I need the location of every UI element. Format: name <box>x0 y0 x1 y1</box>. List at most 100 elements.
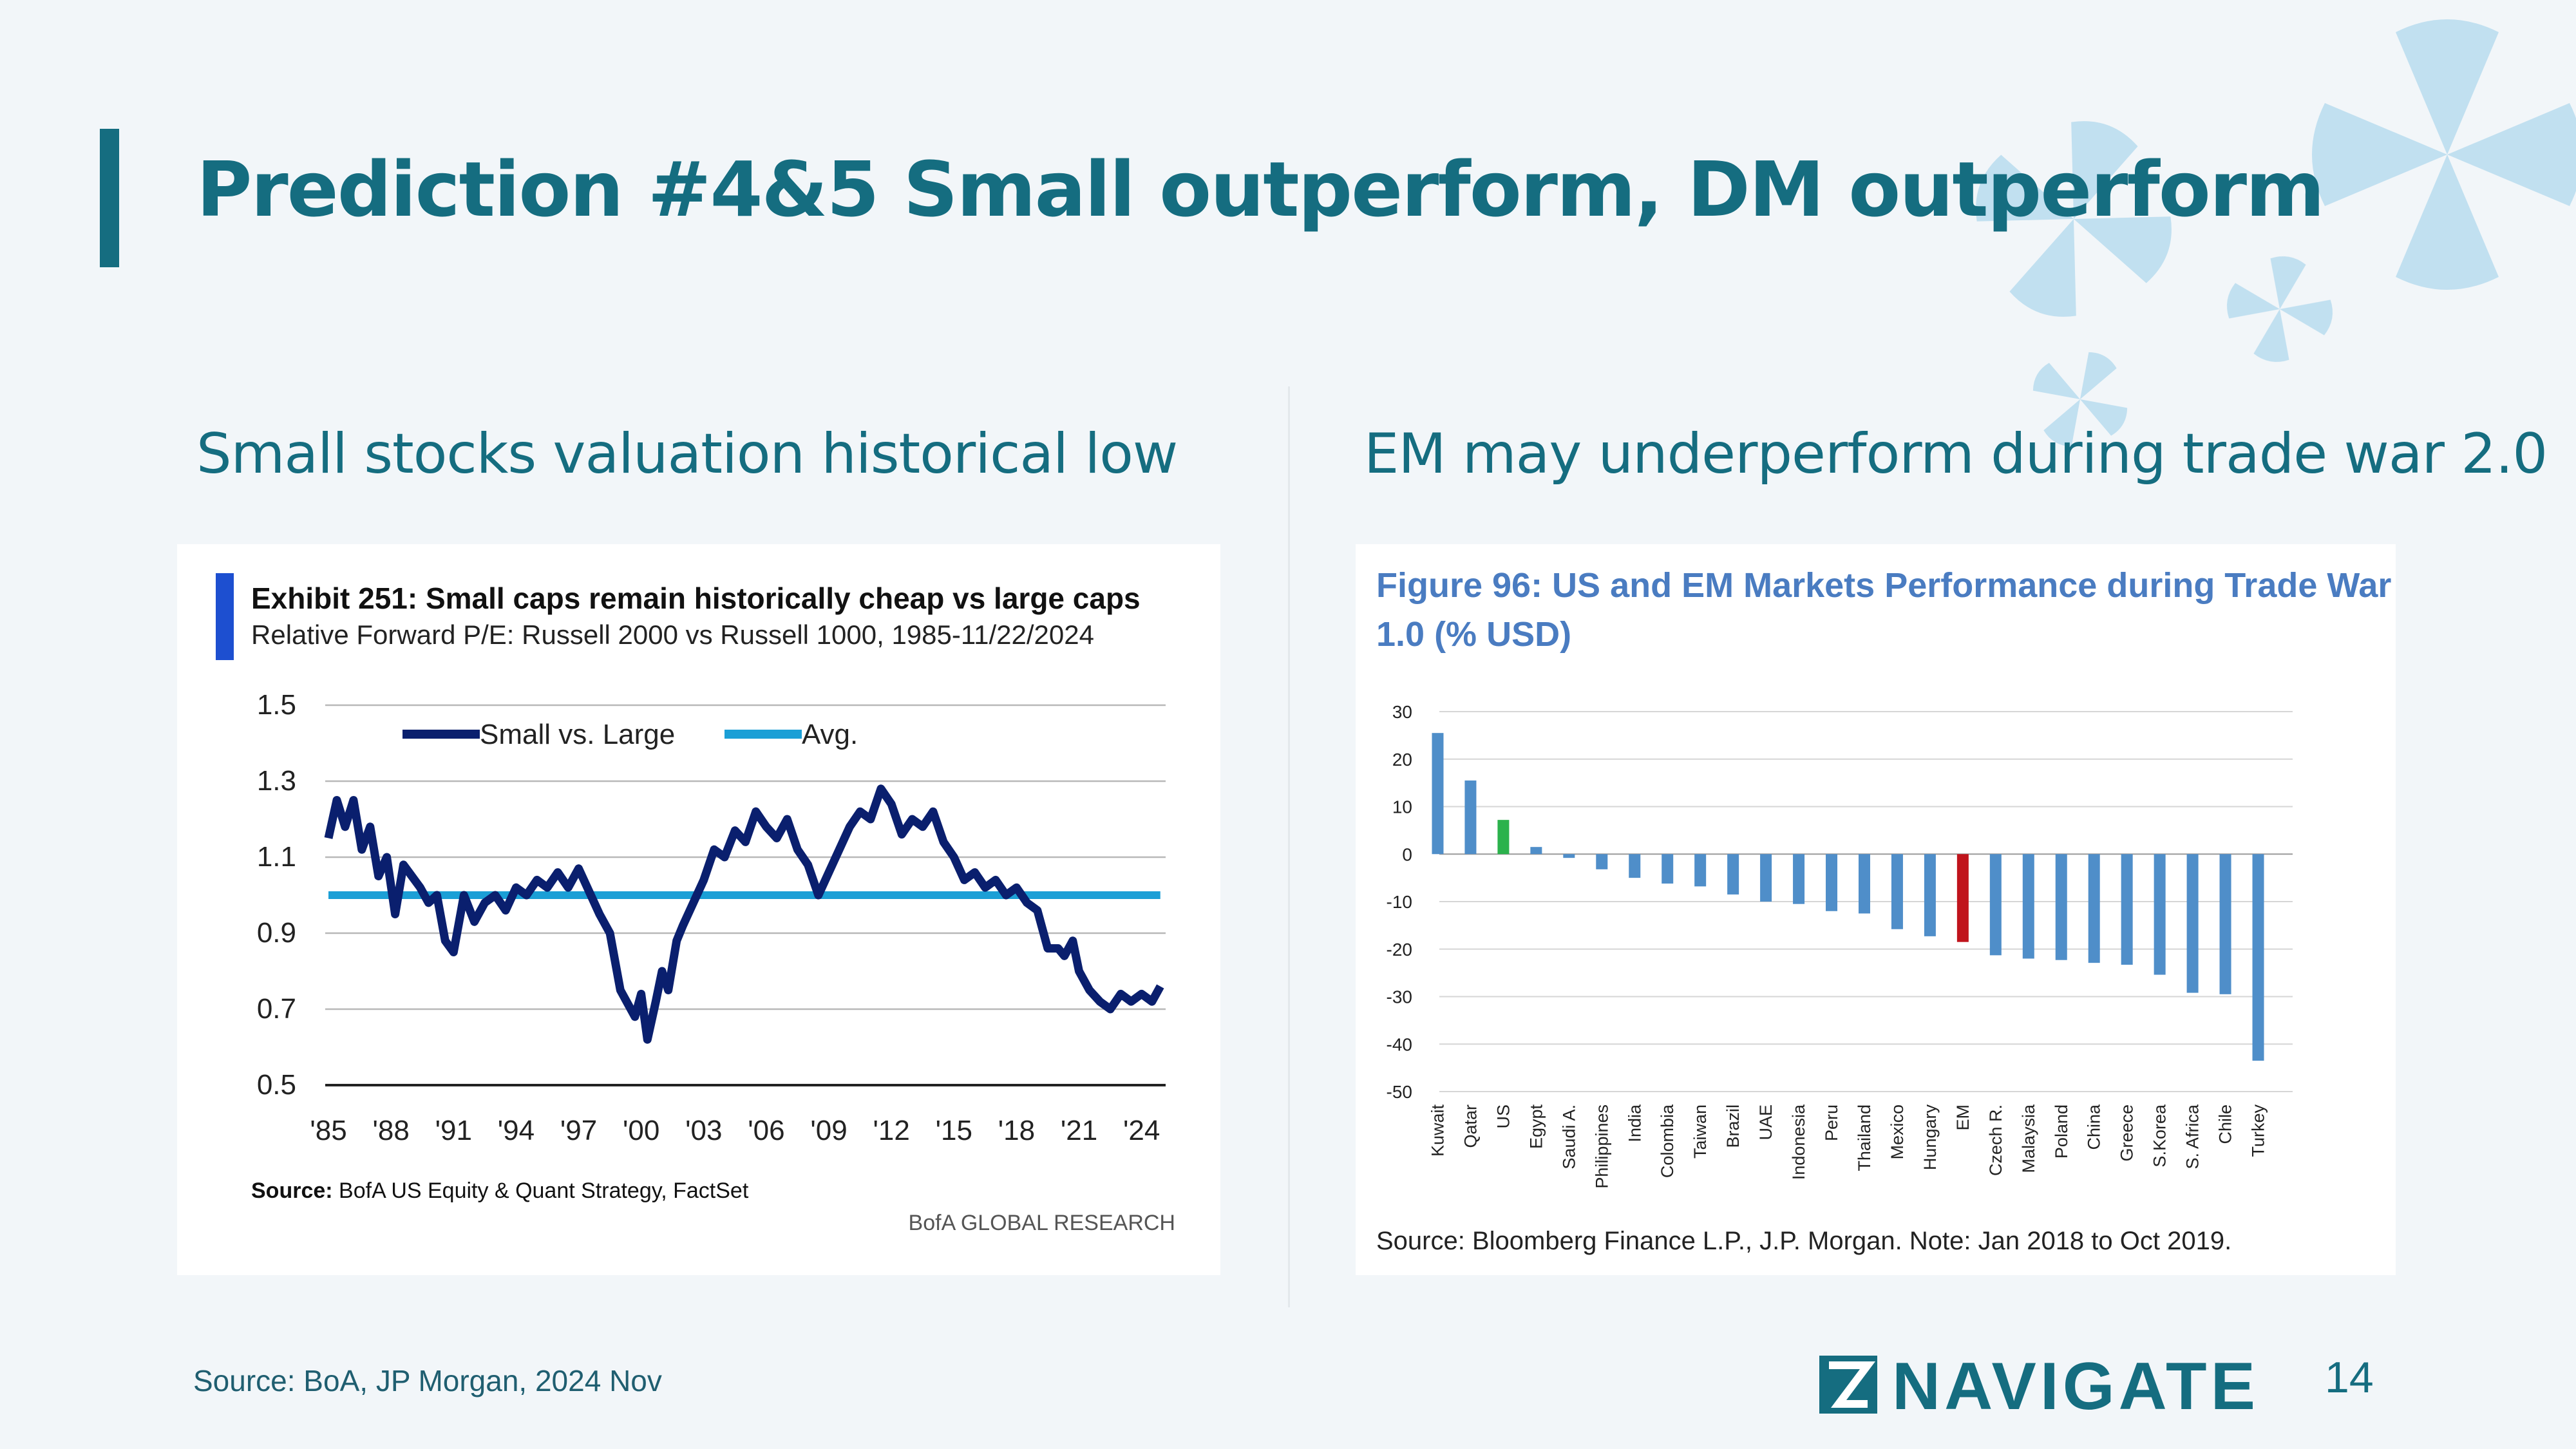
right-y-tick-label: -30 <box>1387 987 1412 1007</box>
bar-peru <box>1826 854 1838 911</box>
left-y-tick-label: 0.7 <box>257 993 296 1025</box>
right-chart-source: Source: Bloomberg Finance L.P., J.P. Mor… <box>1376 1227 2231 1255</box>
right-y-tick-label: -40 <box>1387 1034 1412 1054</box>
right-y-tick-label: 30 <box>1392 702 1412 722</box>
bar-india <box>1629 854 1641 878</box>
bar-qatar <box>1464 780 1477 855</box>
x-category-label: Czech R. <box>1986 1104 2005 1176</box>
small-caps-line-chart: Exhibit 251: Small caps remain historica… <box>216 573 1175 1235</box>
page-number: 14 <box>2325 1353 2374 1402</box>
bar-mexico <box>1891 854 1903 929</box>
bar-philippines <box>1596 854 1608 869</box>
left-x-tick-label: '15 <box>936 1115 972 1146</box>
left-x-tick-label: '06 <box>748 1115 784 1146</box>
left-x-tick-label: '18 <box>998 1115 1035 1146</box>
bar-uae <box>1760 854 1772 902</box>
title-accent-bar <box>100 129 119 267</box>
legend-avg: Avg. <box>802 719 858 750</box>
bar-malaysia <box>2022 854 2034 959</box>
right-y-tick-label: -20 <box>1387 940 1412 960</box>
left-y-tick-label: 1.5 <box>257 689 296 721</box>
bar-s-africa <box>2186 854 2199 993</box>
right-y-tick-label: 20 <box>1392 750 1412 770</box>
left-y-tick-label: 0.9 <box>257 917 296 949</box>
bar-egypt <box>1530 847 1542 855</box>
left-chart-source-label: Source: <box>251 1179 333 1203</box>
x-category-label: Philippines <box>1592 1104 1611 1189</box>
small-vs-large-series-line <box>324 784 1164 1044</box>
left-subtitle: Small stocks valuation historical low <box>196 422 1178 486</box>
navigate-logo-icon <box>1819 1356 1877 1414</box>
bar-indonesia <box>1793 854 1805 904</box>
navigate-logo: NAVIGATE <box>1819 1349 2259 1423</box>
legend-small-vs-large: Small vs. Large <box>480 719 675 750</box>
exhibit-title: Exhibit 251: Small caps remain historica… <box>251 582 1141 615</box>
right-y-tick-label: 0 <box>1402 844 1412 864</box>
left-x-tick-label: '24 <box>1123 1115 1160 1146</box>
x-category-label: US <box>1493 1104 1513 1129</box>
x-category-label: UAE <box>1756 1104 1776 1141</box>
left-y-tick-label: 1.1 <box>257 841 296 873</box>
x-category-label: EM <box>1953 1104 1973 1131</box>
x-category-label: Egypt <box>1526 1104 1546 1150</box>
logo-text: NAVIGATE <box>1892 1349 2259 1423</box>
left-x-tick-label: '00 <box>623 1115 659 1146</box>
slide-title: Prediction #4&5 Small outperform, DM out… <box>196 145 2325 234</box>
right-y-tick-label: -50 <box>1387 1082 1412 1102</box>
trade-war-bar-chart: Figure 96: US and EM Markets Performance… <box>1376 566 2391 1255</box>
x-category-label: Malaysia <box>2019 1104 2038 1173</box>
left-x-tick-label: '91 <box>435 1115 472 1146</box>
x-category-label: S. Africa <box>2183 1104 2202 1170</box>
left-y-tick-label: 1.3 <box>257 765 296 797</box>
figure-title-line2: 1.0 (% USD) <box>1376 615 1571 654</box>
bar-turkey <box>2252 854 2264 1061</box>
left-y-tick-label: 0.5 <box>257 1069 296 1101</box>
x-category-label: Taiwan <box>1690 1104 1710 1159</box>
exhibit-subtitle: Relative Forward P/E: Russell 2000 vs Ru… <box>251 620 1094 650</box>
column-divider <box>1288 386 1290 1307</box>
exhibit-accent-bar <box>216 573 234 660</box>
right-y-tick-label: 10 <box>1392 797 1412 817</box>
x-category-label: S.Korea <box>2150 1104 2170 1168</box>
left-x-tick-label: '85 <box>310 1115 346 1146</box>
figure-title-line1: Figure 96: US and EM Markets Performance… <box>1376 566 2391 605</box>
x-category-label: Qatar <box>1461 1104 1480 1148</box>
bar-kuwait <box>1432 733 1444 855</box>
left-chart-source-text: BofA US Equity & Quant Strategy, FactSet <box>333 1179 749 1203</box>
x-category-label: India <box>1625 1104 1644 1142</box>
x-category-label: Kuwait <box>1428 1104 1447 1157</box>
bar-hungary <box>1924 854 1936 936</box>
decorative-pinwheels <box>1976 19 2576 447</box>
right-y-tick-label: -10 <box>1387 892 1412 912</box>
bar-s-korea <box>2154 854 2166 975</box>
x-category-label: Peru <box>1822 1104 1841 1141</box>
bar-colombia <box>1662 854 1674 884</box>
x-category-label: Colombia <box>1658 1104 1677 1178</box>
trade-war-chart-panel: Figure 96: US and EM Markets Performance… <box>1356 544 2396 1275</box>
x-category-label: Hungary <box>1920 1104 1940 1171</box>
small-caps-chart-panel: Exhibit 251: Small caps remain historica… <box>177 544 1220 1275</box>
left-x-tick-label: '21 <box>1061 1115 1097 1146</box>
footer-source: Source: BoA, JP Morgan, 2024 Nov <box>193 1364 662 1397</box>
bar-czech-r- <box>1989 854 2002 956</box>
bar-chile <box>2219 854 2231 994</box>
bar-em <box>1956 854 1969 942</box>
bar-thailand <box>1858 854 1870 914</box>
x-category-label: Brazil <box>1723 1104 1743 1148</box>
x-category-label: Chile <box>2216 1104 2235 1144</box>
x-category-label: Poland <box>2052 1104 2071 1159</box>
bar-brazil <box>1727 854 1739 895</box>
bofa-credit: BofA GLOBAL RESEARCH <box>909 1211 1175 1235</box>
x-category-label: Saudi A. <box>1559 1104 1578 1170</box>
left-x-tick-label: '03 <box>685 1115 722 1146</box>
left-x-tick-label: '97 <box>560 1115 597 1146</box>
bar-taiwan <box>1694 854 1707 887</box>
left-x-tick-label: '12 <box>873 1115 909 1146</box>
bar-poland <box>2055 854 2067 960</box>
right-subtitle: EM may underperform during trade war 2.0 <box>1364 422 2548 486</box>
bar-china <box>2088 854 2100 963</box>
x-category-label: Indonesia <box>1789 1104 1808 1180</box>
x-category-label: Turkey <box>2249 1104 2268 1157</box>
left-x-tick-label: '94 <box>498 1115 535 1146</box>
x-category-label: China <box>2085 1104 2104 1150</box>
